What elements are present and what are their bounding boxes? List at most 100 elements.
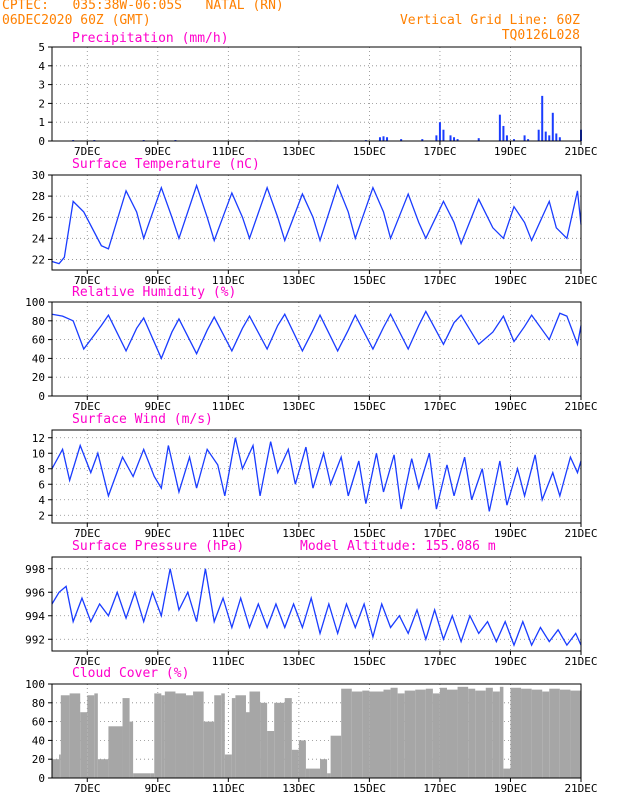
cloud-bar [362, 690, 370, 778]
precip-bar [421, 139, 424, 141]
cloud-bar [432, 693, 440, 778]
y-tick-label: 20 [32, 371, 45, 384]
y-tick-label: 994 [25, 610, 45, 623]
cloud-bar [97, 759, 109, 778]
y-tick-label: 0 [38, 135, 45, 148]
cloud-bar [108, 726, 123, 778]
y-tick-label: 12 [32, 432, 45, 445]
x-tick-label: 13DEC [282, 274, 315, 287]
precip-bar [442, 129, 445, 141]
y-tick-label: 5 [38, 41, 45, 54]
precip-bar [477, 138, 480, 141]
x-tick-label: 13DEC [282, 145, 315, 158]
x-tick-label: 17DEC [423, 145, 456, 158]
y-tick-label: 992 [25, 633, 45, 646]
x-tick-label: 13DEC [282, 400, 315, 413]
x-tick-label: 7DEC [74, 274, 101, 287]
y-tick-label: 2 [38, 97, 45, 110]
cloud-bar [69, 693, 81, 778]
cloud-bar [59, 754, 61, 778]
x-tick-label: 19DEC [494, 274, 527, 287]
precip-bar [498, 114, 501, 141]
y-tick-label: 4 [38, 494, 45, 507]
cloud-bar [87, 695, 95, 778]
cloud-bar [193, 691, 204, 778]
y-tick-label: 10 [32, 447, 45, 460]
x-tick-label: 15DEC [353, 274, 386, 287]
x-tick-label: 21DEC [564, 527, 597, 540]
cloud-bar [485, 687, 493, 778]
cloud-bar [446, 689, 458, 778]
y-tick-label: 24 [32, 232, 46, 245]
y-tick-label: 80 [32, 697, 45, 710]
cloud-bar [330, 735, 342, 778]
y-tick-label: 22 [32, 253, 45, 266]
y-tick-label: 996 [25, 586, 45, 599]
cloud-bar [425, 688, 433, 778]
cloud-bar [154, 693, 162, 778]
cloud-bar [186, 695, 194, 778]
y-tick-label: 3 [38, 79, 45, 92]
cloud-bar [320, 759, 328, 778]
cloud-bar [341, 688, 352, 778]
cloud-bar [439, 687, 447, 778]
x-tick-label: 9DEC [145, 145, 172, 158]
cloud-bar [284, 698, 292, 778]
x-tick-label: 17DEC [423, 274, 456, 287]
x-tick-label: 7DEC [74, 527, 101, 540]
x-tick-label: 11DEC [212, 145, 245, 158]
cloud-bar [249, 691, 261, 778]
precip-bar [512, 139, 515, 141]
x-tick-label: 17DEC [423, 782, 456, 795]
cloud-bar [298, 740, 306, 778]
precip-bar [382, 136, 385, 141]
cloud-bar [492, 691, 500, 778]
y-tick-label: 100 [25, 296, 45, 309]
cloud-bar [221, 693, 225, 778]
cloud-bar [369, 691, 384, 778]
cloud-bar [475, 690, 486, 778]
precip-bar [523, 135, 526, 141]
x-tick-label: 7DEC [74, 655, 101, 668]
x-tick-label: 21DEC [564, 782, 597, 795]
y-tick-label: 2 [38, 509, 45, 522]
precip-bar [435, 135, 438, 141]
x-tick-label: 9DEC [145, 274, 172, 287]
cloud-bar [175, 693, 187, 778]
cloud-bar [231, 698, 236, 778]
x-tick-label: 21DEC [564, 145, 597, 158]
x-tick-label: 9DEC [145, 782, 172, 795]
y-tick-label: 60 [32, 334, 45, 347]
precip-bar [548, 135, 551, 141]
plot-frame-3 [51, 429, 582, 524]
x-tick-label: 7DEC [74, 400, 101, 413]
chart-title-0: Precipitation (mm/h) [72, 31, 229, 46]
plot-frame-2 [51, 301, 582, 397]
cloud-bar [503, 768, 511, 778]
plot-frame-5 [51, 683, 582, 779]
y-tick-label: 6 [38, 478, 45, 491]
y-tick-label: 1 [38, 116, 45, 129]
precip-bar [502, 125, 505, 141]
y-tick-label: 100 [25, 678, 45, 691]
x-tick-label: 17DEC [423, 527, 456, 540]
plot-frame-1 [51, 174, 582, 271]
cloud-bar [164, 691, 176, 778]
cloud-bar [267, 731, 275, 778]
x-tick-label: 11DEC [212, 274, 245, 287]
precip-bar [438, 122, 441, 141]
cloud-bar [129, 721, 134, 778]
header-grid-note: Vertical Grid Line: 60Z [399, 13, 580, 28]
y-tick-label: 80 [32, 315, 45, 328]
y-tick-label: 60 [32, 716, 45, 729]
precip-bar [541, 95, 544, 141]
x-tick-label: 21DEC [564, 400, 597, 413]
chart-title-4: Surface Pressure (hPa) [72, 539, 244, 554]
cloud-bar [521, 688, 532, 778]
y-tick-label: 26 [32, 211, 45, 224]
cloud-bar [245, 712, 250, 778]
cloud-bar [499, 686, 504, 778]
x-tick-label: 19DEC [494, 145, 527, 158]
series-line-2 [51, 309, 582, 361]
cloud-bar [510, 687, 522, 778]
